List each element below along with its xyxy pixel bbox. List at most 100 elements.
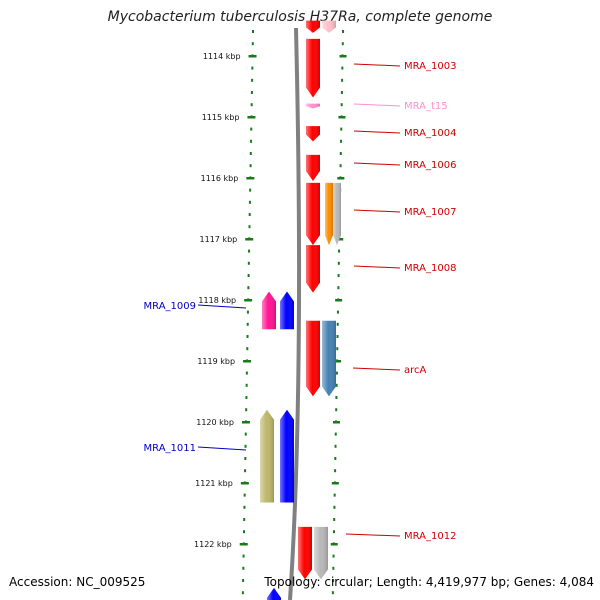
minor-tick (337, 298, 340, 302)
minor-tick (337, 261, 340, 265)
major-tick (240, 482, 249, 485)
minor-tick (245, 383, 248, 387)
minor-tick (332, 554, 335, 558)
major-tick (245, 238, 254, 241)
minor-tick (331, 591, 334, 595)
map-title: Mycobacterium tuberculosis H37Ra, comple… (107, 9, 493, 25)
minor-tick (242, 530, 245, 534)
minor-tick (335, 371, 338, 375)
minor-tick (332, 530, 335, 534)
gene-label: MRA_t15 (404, 101, 448, 112)
major-tick (244, 299, 253, 302)
minor-tick (335, 383, 338, 387)
tick-label: 1114 kbp (203, 52, 241, 61)
gene-label: MRA_1009 (144, 301, 196, 312)
minor-tick (333, 518, 336, 521)
accession-text: Accession: NC_009525 (9, 575, 146, 589)
minor-tick (252, 30, 254, 33)
minor-tick (333, 493, 336, 497)
minor-tick (251, 78, 254, 82)
gene-track (260, 20, 341, 600)
minor-tick (243, 493, 246, 497)
label-leader-line (197, 304, 247, 309)
minor-tick (248, 249, 251, 253)
minor-tick (250, 139, 253, 143)
minor-tick (332, 566, 335, 570)
minor-tick (340, 103, 343, 107)
major-tick (239, 543, 248, 546)
minor-tick (250, 103, 253, 107)
gene-label: MRA_1003 (404, 61, 456, 72)
tick-label: 1121 kbp (195, 479, 233, 488)
minor-tick (250, 91, 253, 94)
minor-tick (247, 274, 250, 277)
gene-label: MRA_1008 (404, 263, 456, 274)
minor-tick (341, 78, 344, 82)
gene-feature-shading (306, 20, 320, 33)
minor-tick (243, 518, 246, 521)
minor-tick (244, 444, 247, 448)
label-leader-line (352, 367, 401, 371)
gene-label: MRA_1006 (404, 160, 456, 171)
gene-feature-shading (314, 526, 328, 580)
minor-tick (337, 286, 340, 290)
gene-feature-shading (306, 245, 320, 293)
minor-tick (251, 66, 254, 70)
minor-tick (244, 457, 247, 460)
minor-tick (336, 347, 339, 351)
gene-label: MRA_1007 (404, 207, 456, 218)
gene-feature-shading (306, 320, 320, 397)
label-leader-line (353, 265, 401, 269)
gene-feature-shading (306, 126, 320, 142)
label-leader-line (353, 103, 401, 107)
minor-tick (340, 115, 343, 119)
label-leader-line (353, 209, 401, 213)
label-leader-line (197, 446, 247, 451)
minor-tick (336, 335, 339, 338)
minor-tick (341, 42, 344, 46)
minor-tick (245, 371, 248, 375)
minor-tick (245, 396, 248, 399)
gene-feature-shading (333, 182, 341, 246)
minor-tick (241, 591, 244, 595)
minor-tick (246, 347, 249, 351)
minor-tick (247, 261, 250, 265)
gene-feature-shading (262, 291, 276, 330)
gene-feature-shading (306, 182, 320, 246)
minor-tick (339, 164, 342, 168)
label-leader-line (353, 162, 401, 166)
minor-tick (242, 554, 245, 558)
minor-tick (246, 310, 249, 314)
genome-summary-text: Topology: circular; Length: 4,419,977 bp… (264, 575, 594, 589)
minor-tick (333, 505, 336, 509)
minor-tick (336, 359, 339, 363)
gene-feature-shading (280, 291, 294, 330)
minor-tick (248, 200, 251, 204)
minor-tick (340, 139, 343, 143)
gene-feature-shading (306, 103, 320, 109)
gene-feature-shading (260, 409, 274, 503)
minor-tick (244, 432, 247, 436)
gene-feature-shading (322, 20, 336, 33)
major-tick (246, 177, 255, 180)
minor-tick (246, 335, 249, 338)
minor-tick (336, 322, 339, 326)
tick-label: 1118 kbp (198, 296, 236, 305)
gene-feature-shading (280, 409, 294, 503)
minor-tick (249, 188, 252, 192)
major-tick (248, 55, 257, 58)
minor-tick (332, 579, 335, 582)
minor-tick (341, 66, 344, 70)
gene-label: MRA_1012 (404, 531, 456, 542)
minor-tick (334, 444, 337, 448)
major-tick (247, 116, 256, 119)
tick-label: 1117 kbp (200, 235, 238, 244)
gene-feature-shading (298, 526, 312, 580)
tick-label: 1116 kbp (201, 174, 239, 183)
gene-feature-shading (325, 182, 333, 246)
minor-tick (340, 127, 343, 131)
right-tick-track (331, 30, 344, 595)
minor-tick (336, 310, 339, 314)
minor-tick (249, 164, 252, 168)
genome-backbone (288, 27, 302, 600)
